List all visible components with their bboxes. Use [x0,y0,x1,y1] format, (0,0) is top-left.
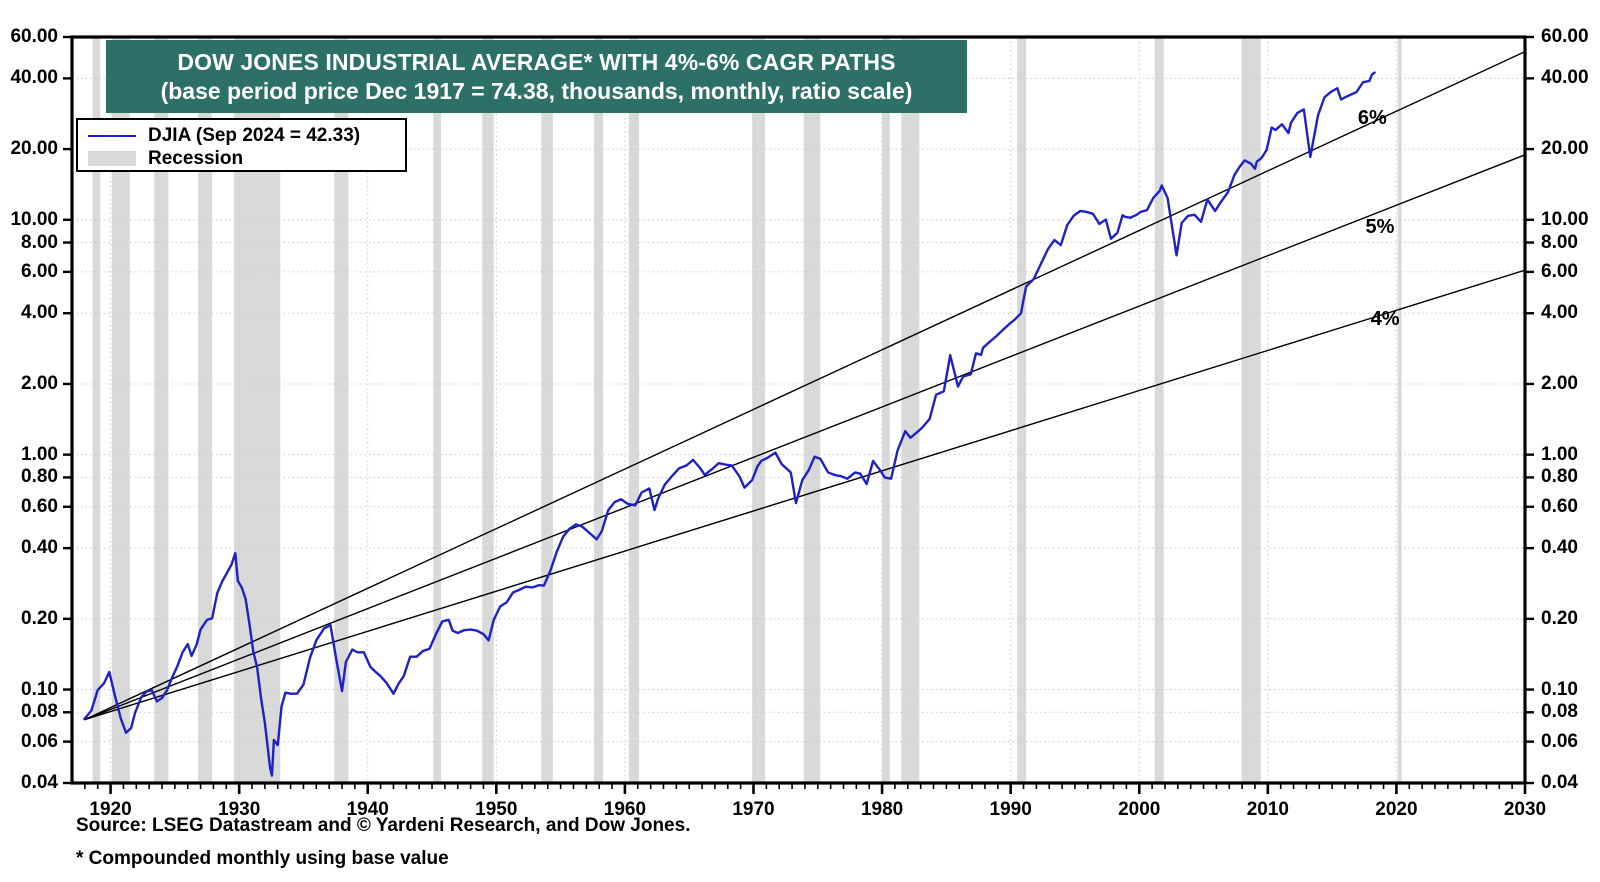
chart-title-line2: (base period price Dec 1917 = 74.38, tho… [160,77,913,104]
recession-band [882,37,890,783]
y-axis-tick-label-right: 0.60 [1541,495,1578,517]
recession-band [154,37,169,783]
x-axis-tick-label: 1940 [346,799,389,820]
y-axis-tick-label-left: 40.00 [10,67,58,89]
y-axis-tick-label-left: 0.60 [21,495,58,517]
recession-band [482,37,494,783]
y-axis-tick-label-left: 60.00 [10,26,58,47]
recession-band [111,37,130,783]
recession-band [1017,37,1027,783]
y-axis-tick-label-left: 20.00 [10,138,58,160]
recession-band [752,37,766,783]
recession-band [1241,37,1261,783]
x-axis-tick-label: 2010 [1246,799,1289,820]
legend-item-djia: DJIA (Sep 2024 = 42.33) [88,124,405,147]
y-axis-tick-label-right: 2.00 [1541,372,1578,394]
source-note: Source: LSEG Datastream and © Yardeni Re… [76,815,691,836]
y-axis-tick-label-right: 0.10 [1541,678,1578,700]
recession-band [541,37,553,783]
recession-band [334,37,349,783]
x-axis-tick-label: 1950 [475,799,518,820]
cagr-label-4-percent: 4% [1370,307,1400,330]
y-axis-tick-label-right: 0.08 [1541,701,1578,723]
y-axis-tick-label-left: 4.00 [21,302,58,324]
recession-band [803,37,821,783]
plot-frame [70,35,1527,785]
x-axis-tick-label: 2030 [1503,799,1547,820]
y-axis-tick-label-left: 0.20 [21,607,58,629]
y-axis-tick-label-left: 2.00 [21,372,58,394]
y-axis-tick-label-right: 0.40 [1541,537,1578,559]
x-axis-tick-label: 1970 [732,799,775,820]
x-axis-tick-label: 1960 [603,799,647,820]
cagr-label-6-percent: 6% [1357,106,1387,129]
y-axis-tick-label-right: 1.00 [1541,443,1578,465]
y-axis-tick-label-right: 0.20 [1541,607,1578,629]
cagr-reference-line-0.06 [84,50,1526,721]
legend-label-djia: DJIA (Sep 2024 = 42.33) [148,125,361,146]
y-axis-tick-label-left: 1.00 [21,443,58,465]
line-swatch-icon [88,134,136,137]
y-axis-tick-label-right: 0.80 [1541,466,1578,488]
x-axis-tick-label: 2000 [1118,799,1161,820]
y-axis-tick-label-left: 6.00 [21,260,58,282]
y-axis-tick-label-left: 0.10 [21,678,58,700]
y-axis-tick-label-left: 8.00 [21,231,58,253]
djia-line-path [83,71,1376,777]
y-axis-tick-label-right: 10.00 [1541,208,1589,230]
x-axis-tick-label: 1990 [989,799,1032,820]
y-axis-tick-label-left: 10.00 [10,208,58,230]
recession-band [433,37,442,783]
recession-band [1154,37,1164,783]
axis-frame [70,35,1527,785]
y-axis-tick-label-right: 20.00 [1541,138,1589,160]
djia-series-line [83,71,1376,777]
x-axis-tick-label: 1930 [218,799,261,820]
axis-ticks-group [63,35,1534,794]
y-axis-tick-label-right: 6.00 [1541,260,1578,282]
y-axis-tick-label-right: 0.04 [1541,772,1578,793]
cagr-label-5-percent: 5% [1365,215,1395,238]
x-axis-tick-label: 2020 [1375,799,1418,820]
y-axis-tick-label-left: 0.08 [21,701,58,723]
y-axis-tick-label-right: 4.00 [1541,302,1578,324]
y-axis-tick-label-left: 0.06 [21,730,58,752]
y-axis-tick-label-right: 60.00 [1541,26,1589,47]
legend-label-recession: Recession [148,148,244,169]
cagr-reference-line-0.05 [84,154,1526,721]
chart-legend: DJIA (Sep 2024 = 42.33) Recession [76,118,407,172]
recession-band [628,37,640,783]
y-axis-tick-label-left: 0.40 [21,537,58,559]
recession-band [901,37,920,783]
y-axis-tick-label-right: 8.00 [1541,231,1578,253]
band-swatch-icon [88,151,136,166]
legend-item-recession: Recession [88,147,405,170]
recession-band [1397,37,1402,783]
y-axis-tick-label-right: 40.00 [1541,67,1589,89]
cagr-reference-lines-group [84,50,1526,721]
recession-band [594,37,604,783]
x-axis-tick-label: 1920 [89,799,132,820]
chart-title-line1: DOW JONES INDUSTRIAL AVERAGE* WITH 4%-6%… [177,48,896,75]
recession-band [198,37,213,783]
footnote-asterisk: * Compounded monthly using base value [76,848,449,869]
x-axis-tick-label: 1980 [860,799,904,820]
cagr-reference-line-0.04 [84,269,1526,721]
recession-band [92,37,101,783]
y-axis-tick-label-left: 0.80 [21,466,58,488]
y-axis-tick-label-left: 0.04 [21,772,58,793]
y-axis-tick-label-right: 0.06 [1541,730,1578,752]
chart-title-banner: DOW JONES INDUSTRIAL AVERAGE* WITH 4%-6%… [106,40,967,113]
